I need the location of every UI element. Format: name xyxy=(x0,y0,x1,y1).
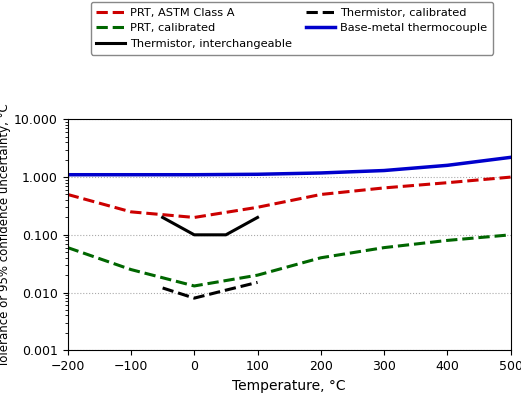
PRT, ASTM Class A xyxy=(191,215,197,220)
Y-axis label: Tolerance or 95% confidence uncertainty, °C: Tolerance or 95% confidence uncertainty,… xyxy=(0,103,11,367)
Thermistor, interchangeable xyxy=(223,232,229,237)
Thermistor, calibrated xyxy=(191,296,197,300)
Base-metal thermocouple xyxy=(191,172,197,177)
Thermistor, calibrated xyxy=(223,288,229,293)
Line: Base-metal thermocouple: Base-metal thermocouple xyxy=(68,157,511,175)
Legend: PRT, ASTM Class A, PRT, calibrated, Thermistor, interchangeable, Thermistor, cal: PRT, ASTM Class A, PRT, calibrated, Ther… xyxy=(91,2,493,55)
PRT, ASTM Class A xyxy=(444,180,451,185)
PRT, ASTM Class A xyxy=(254,205,260,210)
PRT, ASTM Class A xyxy=(65,192,71,197)
Base-metal thermocouple xyxy=(254,172,260,177)
Base-metal thermocouple xyxy=(507,155,514,160)
PRT, calibrated xyxy=(318,256,324,260)
Line: Thermistor, calibrated: Thermistor, calibrated xyxy=(163,282,257,298)
Base-metal thermocouple xyxy=(318,171,324,176)
PRT, calibrated xyxy=(65,245,71,250)
X-axis label: Temperature, °C: Temperature, °C xyxy=(232,378,346,392)
Base-metal thermocouple xyxy=(128,172,134,177)
Line: PRT, calibrated: PRT, calibrated xyxy=(68,235,511,286)
Line: PRT, ASTM Class A: PRT, ASTM Class A xyxy=(68,177,511,217)
PRT, calibrated xyxy=(381,245,387,250)
Thermistor, interchangeable xyxy=(254,215,260,220)
Thermistor, interchangeable xyxy=(191,232,197,237)
Base-metal thermocouple xyxy=(444,163,451,168)
Base-metal thermocouple xyxy=(381,168,387,173)
PRT, calibrated xyxy=(128,267,134,272)
PRT, ASTM Class A xyxy=(318,192,324,197)
Line: Thermistor, interchangeable: Thermistor, interchangeable xyxy=(163,217,257,235)
PRT, calibrated xyxy=(444,238,451,243)
Thermistor, calibrated xyxy=(159,286,166,291)
PRT, ASTM Class A xyxy=(128,209,134,214)
PRT, calibrated xyxy=(507,232,514,237)
PRT, ASTM Class A xyxy=(381,185,387,190)
Base-metal thermocouple xyxy=(65,172,71,177)
PRT, calibrated xyxy=(254,273,260,277)
PRT, ASTM Class A xyxy=(507,175,514,179)
Thermistor, calibrated xyxy=(254,280,260,285)
PRT, calibrated xyxy=(191,283,197,288)
Thermistor, interchangeable xyxy=(159,215,166,220)
